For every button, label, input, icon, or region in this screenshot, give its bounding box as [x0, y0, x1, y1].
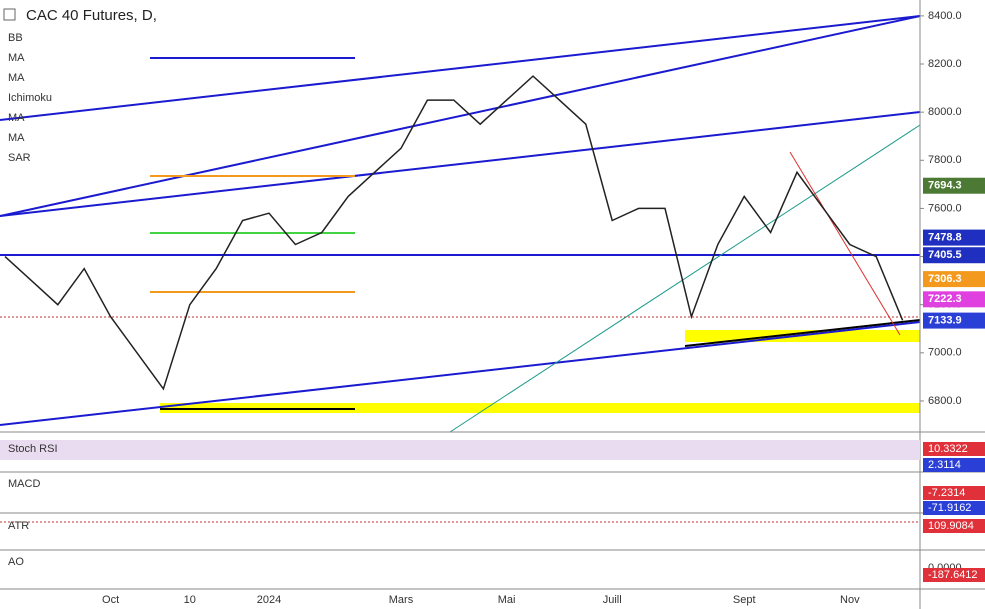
pane-value-tag — [923, 458, 985, 472]
x-tick-label: 10 — [184, 594, 196, 606]
indicator-label: SAR — [8, 152, 31, 164]
y-tick-label: 8000.0 — [928, 106, 962, 118]
indicator-label: MA — [8, 132, 25, 144]
price-tag-label: 7405.5 — [928, 249, 962, 261]
price-tag — [923, 247, 985, 264]
channel-line — [0, 15, 921, 217]
trend-line — [449, 124, 921, 433]
y-tick-label: 6800.0 — [928, 395, 962, 407]
indicator-label: MA — [8, 112, 25, 124]
pane-value: 109.9084 — [928, 520, 974, 532]
price-tag-label: 7133.9 — [928, 315, 962, 327]
price-tag — [923, 271, 985, 288]
zone — [160, 403, 920, 413]
x-tick-label: Nov — [840, 594, 860, 606]
x-tick-label: 2024 — [257, 594, 281, 606]
chart-title: CAC 40 Futures, D, — [26, 7, 157, 24]
collapse-button[interactable] — [3, 8, 16, 21]
x-tick-label: Oct — [102, 594, 119, 606]
x-tick-label: Mai — [498, 594, 516, 606]
pane-value: 2.3114 — [928, 459, 961, 471]
x-tick-label: Juill — [603, 594, 622, 606]
pane-value: -7.2314 — [928, 487, 965, 499]
drawings — [0, 15, 921, 433]
y-tick-label: 7800.0 — [928, 154, 962, 166]
channel-line — [0, 15, 921, 121]
price-line — [4, 75, 904, 391]
channel-line — [0, 321, 921, 426]
x-tick-label: Sept — [733, 594, 756, 606]
price-tag — [923, 312, 985, 329]
channel-line — [0, 111, 921, 217]
pane-value: -71.9162 — [928, 502, 971, 514]
pane-label: Stoch RSI — [8, 443, 58, 455]
trend-line — [789, 151, 901, 336]
price-tag — [923, 229, 985, 246]
indicator-label: MA — [8, 72, 25, 84]
y-tick-label: 8200.0 — [928, 58, 962, 70]
price-tag-label: 7694.3 — [928, 180, 962, 192]
price-tag-label: 7478.8 — [928, 231, 962, 243]
pane-value-tag — [923, 442, 985, 456]
price-tag — [923, 177, 985, 194]
indicator-label: Ichimoku — [8, 92, 52, 104]
y-tick-label: 7000.0 — [928, 347, 962, 359]
price-tag-label: 7222.3 — [928, 293, 962, 305]
pane-value-tag — [923, 501, 985, 515]
indicator-label: MA — [8, 52, 25, 64]
pane-value: -187.6412 — [928, 569, 978, 581]
price-tag — [923, 291, 985, 308]
pane-value-tag — [923, 486, 985, 500]
pane-label: MACD — [8, 478, 40, 490]
x-tick-label: Mars — [389, 594, 414, 606]
indicator-label: BB — [8, 32, 23, 44]
pane-value-tag — [923, 519, 985, 533]
pane-label: ATR — [8, 520, 29, 532]
pane-value-tag — [923, 568, 985, 582]
stoch-band — [0, 440, 920, 460]
price-tag-label: 7306.3 — [928, 273, 962, 285]
pane-label: AO — [8, 556, 24, 568]
y-tick-label: 7600.0 — [928, 202, 962, 214]
trend-line — [684, 319, 921, 347]
y-tick-label: 8400.0 — [928, 10, 962, 22]
pane-value: 10.3322 — [928, 443, 968, 455]
